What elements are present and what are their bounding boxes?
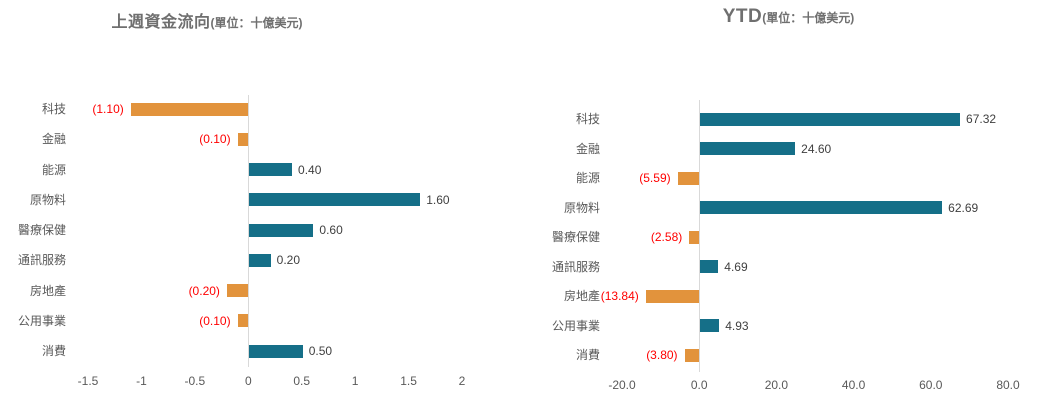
weekly-flow-chart: 上週資金流向 (單位：十億美元) 科技金融能源原物料醫療保健通訊服務房地產公用事業…: [0, 0, 500, 400]
value-label: (13.84): [600, 289, 639, 303]
bar: [249, 253, 271, 267]
category-label: 能源: [575, 171, 600, 185]
category-label: 公用事業: [551, 318, 600, 333]
weekly-x-axis: -1.5 -1 -0.5 0 0.5 1 1.5 2: [78, 374, 466, 390]
bar: [700, 112, 961, 126]
bar: [645, 289, 700, 303]
value-label: (5.59): [639, 171, 671, 185]
x-axis-tick-label: 0: [244, 374, 252, 388]
category-label: 房地產: [563, 289, 600, 303]
category-label: 能源: [41, 162, 66, 177]
value-label: (3.80): [646, 348, 678, 362]
x-axis-tick-label: -1.5: [77, 374, 99, 388]
category-label: 原物料: [29, 192, 66, 207]
value-label: (0.20): [188, 283, 220, 298]
category-label: 房地產: [29, 283, 66, 298]
bar: [700, 201, 943, 214]
x-axis-tick-label: 20.0: [764, 378, 789, 392]
x-axis-tick-label: 60.0: [919, 378, 943, 392]
category-label: 通訊服務: [17, 253, 66, 268]
x-axis-tick-label: 40.0: [841, 378, 866, 392]
x-axis-tick-label: 1: [351, 374, 359, 388]
category-label: 金融: [41, 132, 66, 147]
value-label: 0.40: [298, 162, 322, 177]
weekly-chart-title-unit: (單位：十億美元): [210, 16, 303, 30]
category-label: 通訊服務: [551, 259, 600, 274]
category-label: 消費: [41, 344, 66, 358]
weekly-chart-title-text: 上週資金流向: [111, 14, 211, 31]
weekly-chart-title: 上週資金流向 (單位：十億美元): [0, 8, 414, 32]
bar: [684, 348, 700, 362]
value-label: 1.60: [426, 192, 450, 207]
zero-axis-line: [699, 100, 701, 372]
value-label: (2.58): [650, 230, 683, 244]
value-label: 62.69: [948, 200, 979, 215]
x-axis-tick-label: 2: [458, 374, 466, 388]
value-label: 0.60: [319, 223, 343, 237]
category-label: 科技: [575, 112, 600, 126]
bar: [700, 260, 719, 273]
category-label: 公用事業: [17, 313, 66, 328]
bar: [226, 284, 249, 297]
ytd-chart-title-unit: (單位：十億美元): [762, 11, 855, 25]
value-label: 4.93: [725, 318, 749, 333]
bar: [689, 230, 700, 244]
x-axis-tick-label: 80.0: [996, 378, 1020, 392]
value-label: (1.10): [92, 102, 124, 116]
category-label: 醫療保健: [17, 223, 66, 237]
x-axis-tick-label: -20.0: [608, 378, 636, 392]
category-label: 消費: [575, 348, 600, 362]
weekly-plot-area: (1.10) (0.10) 0.40 1.60 0.60 0.20 (0.20) (0.10)…: [88, 95, 462, 367]
bar: [237, 132, 249, 146]
bar: [700, 319, 720, 332]
x-axis-tick-label: -0.5: [184, 374, 206, 388]
value-label: 67.32: [966, 112, 997, 126]
value-label: 4.69: [724, 259, 748, 274]
category-label: 金融: [575, 141, 600, 156]
value-label: 0.50: [308, 344, 333, 358]
bar: [700, 142, 796, 155]
ytd-chart-title-text: YTD: [722, 6, 763, 27]
bar: [249, 193, 421, 207]
value-label: (0.10): [199, 313, 231, 328]
x-axis-tick-label: 0.5: [293, 374, 311, 388]
x-axis-tick-label: 0.0: [690, 378, 708, 392]
bar: [249, 223, 314, 237]
bar: [677, 171, 700, 185]
value-label: 24.60: [801, 141, 832, 156]
category-label: 原物料: [563, 200, 600, 215]
bar: [130, 102, 249, 116]
bar: [237, 314, 249, 328]
bar: [249, 344, 303, 358]
ytd-plot-area: 67.32 24.60 (5.59) 62.69 (2.58) 4.69 (13.84) 4.…: [601, 100, 1008, 372]
ytd-flow-chart: YTD (單位：十億美元) 科技 金融 能源 原物料 醫療保健 通訊服務 房地產 公用事業 消費 …: [540, 0, 1037, 400]
category-label: 科技: [41, 102, 66, 116]
ytd-x-axis: -20.0 0.0 20.0 40.0 60.0 80.0: [608, 378, 1019, 394]
value-label: (0.10): [199, 132, 231, 147]
bar: [249, 163, 293, 176]
zero-axis-line: [248, 95, 250, 367]
value-label: 0.20: [276, 253, 301, 268]
x-axis-tick-label: 1.5: [400, 374, 417, 388]
category-label: 醫療保健: [551, 230, 600, 244]
x-axis-tick-label: -1: [136, 374, 147, 388]
ytd-chart-title: YTD (單位：十億美元): [540, 6, 1037, 28]
